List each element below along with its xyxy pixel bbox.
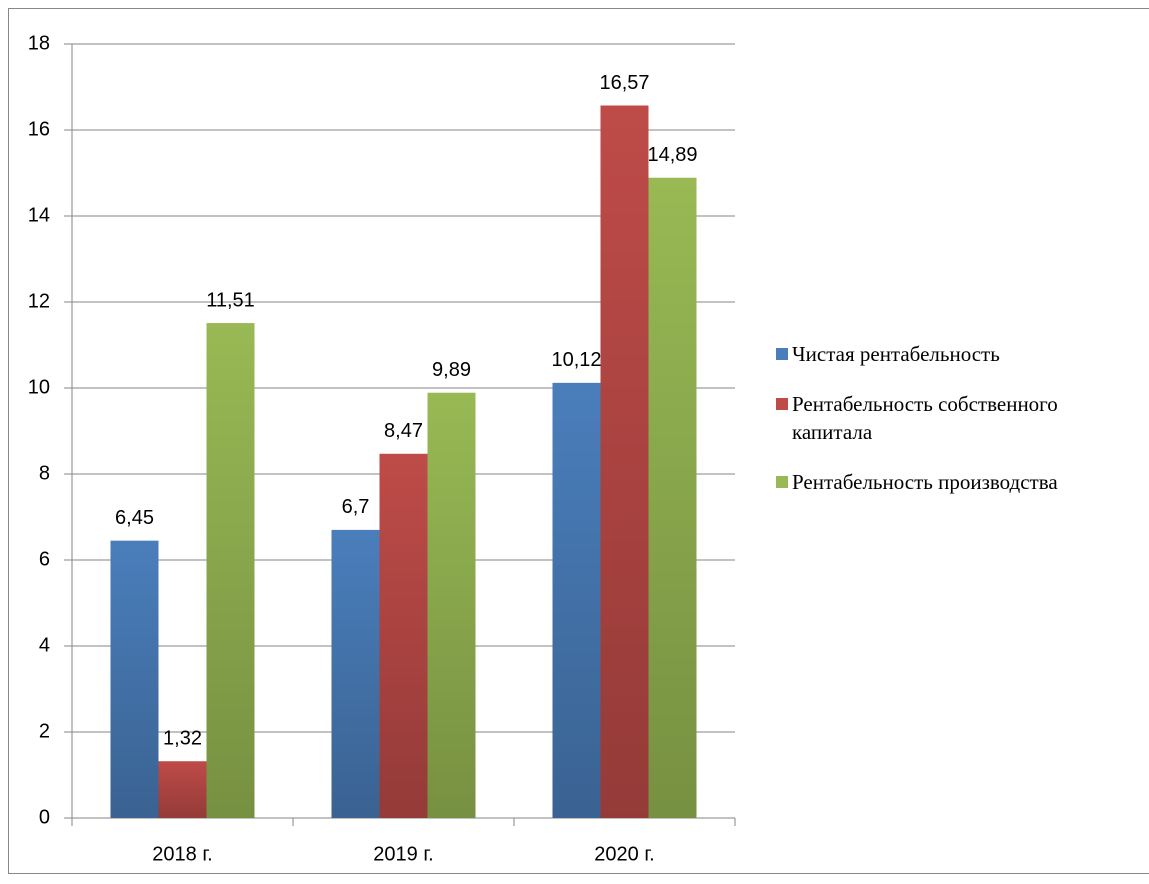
legend-swatch [776,348,788,360]
legend-label: Рентабельность собственного капитала [792,392,1058,444]
bar-shade [649,178,697,818]
y-tick-label: 12 [28,290,50,312]
y-tick-label: 10 [28,376,50,398]
y-tick-label: 8 [39,462,50,484]
legend-label: Чистая рентабельность [792,342,1000,366]
bar-shade [553,383,601,818]
data-label: 10,12 [551,349,601,371]
legend-item: Чистая рентабельность [776,340,1141,368]
bar-shade [380,454,428,818]
y-tick-label: 4 [39,634,50,656]
y-tick-label: 18 [28,32,50,54]
bar-shade [159,761,207,818]
legend-item: Рентабельность производства [776,468,1141,496]
bar-shade [332,530,380,818]
bar-shade [428,393,476,818]
x-tick-label: 2018 г. [152,843,212,865]
y-tick-label: 2 [39,720,50,742]
data-label: 16,57 [599,72,649,94]
legend: Чистая рентабельность Рентабельность собс… [776,340,1141,518]
legend-swatch [776,476,788,488]
y-tick-label: 0 [39,806,50,828]
data-label: 8,47 [384,420,423,442]
bar-shade [601,105,649,818]
legend-swatch [776,398,788,410]
legend-label: Рентабельность производства [792,470,1058,494]
bar-shade [111,541,159,818]
y-tick-label: 14 [28,204,50,226]
bar-shade [207,323,255,818]
x-tick-label: 2019 г. [373,843,433,865]
data-label: 9,89 [432,359,471,381]
y-tick-label: 6 [39,548,50,570]
data-label: 6,7 [342,496,370,518]
data-label: 6,45 [115,507,154,529]
data-label: 1,32 [163,728,202,750]
data-label: 11,51 [206,289,255,311]
x-tick-label: 2020 г. [594,843,654,865]
legend-item: Рентабельность собственного капитала [776,390,1141,446]
y-tick-label: 16 [28,118,50,140]
data-label: 14,89 [647,144,697,166]
